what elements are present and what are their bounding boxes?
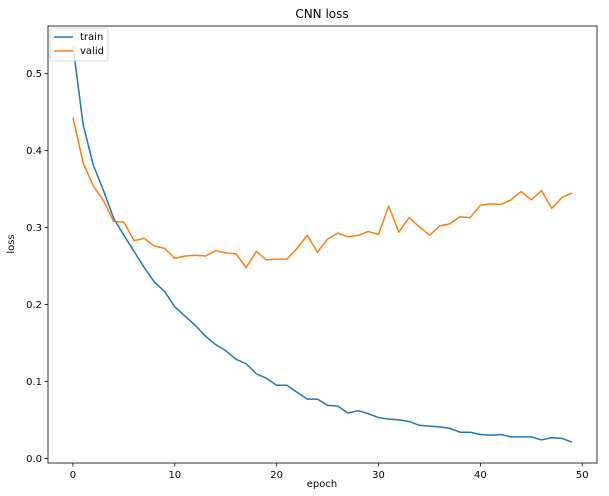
legend-label-valid: valid [80,46,104,57]
series-line-valid [72,117,573,269]
y-tick-label: 0.3 [26,223,42,234]
y-tick-label: 0.2 [26,300,42,311]
y-tick-label: 0.1 [26,377,42,388]
plot-frame [47,25,598,464]
y-axis-label: loss [6,234,17,253]
y-tick-label: 0.5 [26,69,42,80]
y-tick-label: 0.0 [26,454,42,465]
legend-label-train: train [80,32,103,43]
series-line-train [72,45,573,443]
x-tick-label: 20 [270,470,283,481]
x-tick-label: 50 [576,470,589,481]
ticks-layer: 0 10 20 30 40 50 0.0 0.1 0.2 0.3 0.4 0.5 [26,69,589,481]
legend: train valid [49,27,109,62]
x-axis-label: epoch [307,479,337,490]
x-tick-label: 10 [168,470,181,481]
chart-title: CNN loss [295,7,348,21]
y-tick-label: 0.4 [26,146,42,157]
x-tick-label: 30 [372,470,385,481]
x-tick-label: 40 [474,470,487,481]
series-layer [72,45,573,443]
x-tick-label: 0 [70,470,76,481]
